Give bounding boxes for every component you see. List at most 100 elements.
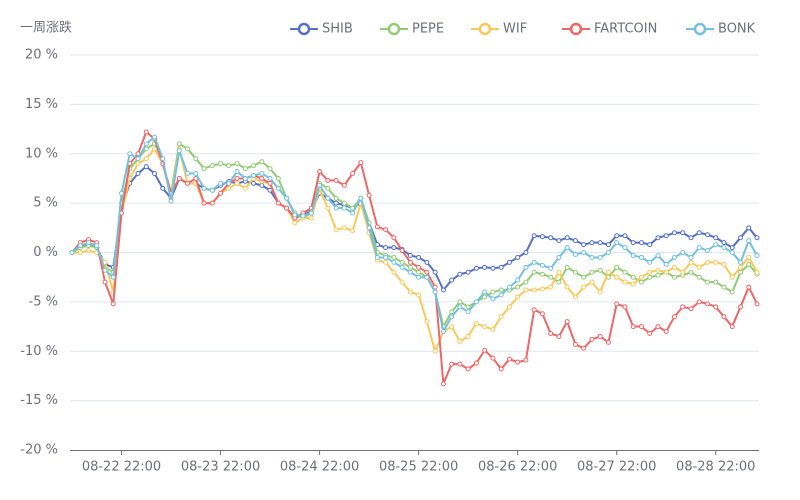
point <box>721 261 727 267</box>
point <box>581 274 587 280</box>
point <box>688 306 694 312</box>
point <box>704 232 710 238</box>
point <box>638 274 644 280</box>
point <box>325 205 331 211</box>
point <box>523 264 529 270</box>
x-tick-label: 08-23 22:00 <box>181 460 260 475</box>
point <box>391 269 397 275</box>
point <box>399 259 405 265</box>
point <box>655 267 661 273</box>
point <box>680 250 686 255</box>
point <box>572 251 578 257</box>
point <box>638 279 644 285</box>
point <box>234 161 240 167</box>
point <box>226 185 232 191</box>
point <box>119 190 125 196</box>
point <box>218 161 224 167</box>
point <box>539 262 545 268</box>
point <box>539 311 545 317</box>
point <box>638 324 644 330</box>
point <box>589 336 595 342</box>
point <box>506 356 512 362</box>
point <box>589 269 595 275</box>
point <box>267 166 273 172</box>
point <box>531 287 537 293</box>
point <box>259 182 265 188</box>
legend-marker <box>387 22 401 36</box>
point <box>242 185 248 191</box>
point <box>704 248 710 254</box>
point <box>383 259 389 265</box>
point <box>688 259 694 265</box>
x-tick-label: 08-26 22:00 <box>478 460 557 475</box>
point <box>358 195 364 201</box>
point <box>176 175 182 181</box>
point <box>539 271 545 277</box>
point <box>226 163 232 169</box>
point <box>729 324 735 330</box>
point <box>127 151 133 157</box>
point <box>746 238 752 244</box>
point <box>110 301 116 307</box>
point <box>548 265 554 271</box>
point <box>754 269 760 275</box>
point <box>523 287 529 293</box>
point <box>234 169 240 175</box>
point <box>350 210 356 216</box>
point <box>267 175 273 181</box>
point <box>341 200 347 206</box>
point <box>317 182 323 188</box>
point <box>564 264 570 270</box>
point <box>333 200 339 206</box>
point <box>506 304 512 310</box>
point <box>506 259 512 265</box>
point <box>275 200 281 206</box>
point <box>498 314 504 320</box>
legend-item: BONK <box>686 22 756 37</box>
point <box>407 289 413 295</box>
point <box>135 156 141 162</box>
point <box>704 259 710 265</box>
point <box>416 254 422 260</box>
point <box>143 156 149 162</box>
series-group <box>69 134 760 335</box>
point <box>572 238 578 244</box>
point <box>465 269 471 275</box>
point <box>713 242 719 248</box>
point <box>424 259 430 265</box>
point <box>539 234 545 240</box>
point <box>275 175 281 181</box>
legend-item: SHIB <box>290 22 353 37</box>
point <box>457 338 463 344</box>
point <box>688 254 694 260</box>
point <box>548 235 554 241</box>
point <box>754 252 760 258</box>
point <box>482 294 488 300</box>
point <box>333 177 339 183</box>
point <box>374 254 380 260</box>
point <box>242 166 248 172</box>
point <box>589 254 595 260</box>
point <box>556 279 562 285</box>
point <box>416 264 422 270</box>
point <box>325 177 331 183</box>
point <box>721 240 727 246</box>
legend-item: FARTCOIN <box>562 22 657 37</box>
point <box>383 245 389 251</box>
point <box>556 254 562 260</box>
point <box>407 264 413 270</box>
point <box>333 227 339 233</box>
point <box>399 264 405 270</box>
point <box>366 192 372 198</box>
point <box>185 146 191 152</box>
point <box>696 264 702 270</box>
legend-marker <box>478 22 492 36</box>
point <box>185 180 191 186</box>
point <box>696 230 702 236</box>
point <box>729 289 735 295</box>
point <box>399 279 405 285</box>
point <box>424 319 430 325</box>
legend-marker <box>297 22 311 36</box>
point <box>449 361 455 367</box>
